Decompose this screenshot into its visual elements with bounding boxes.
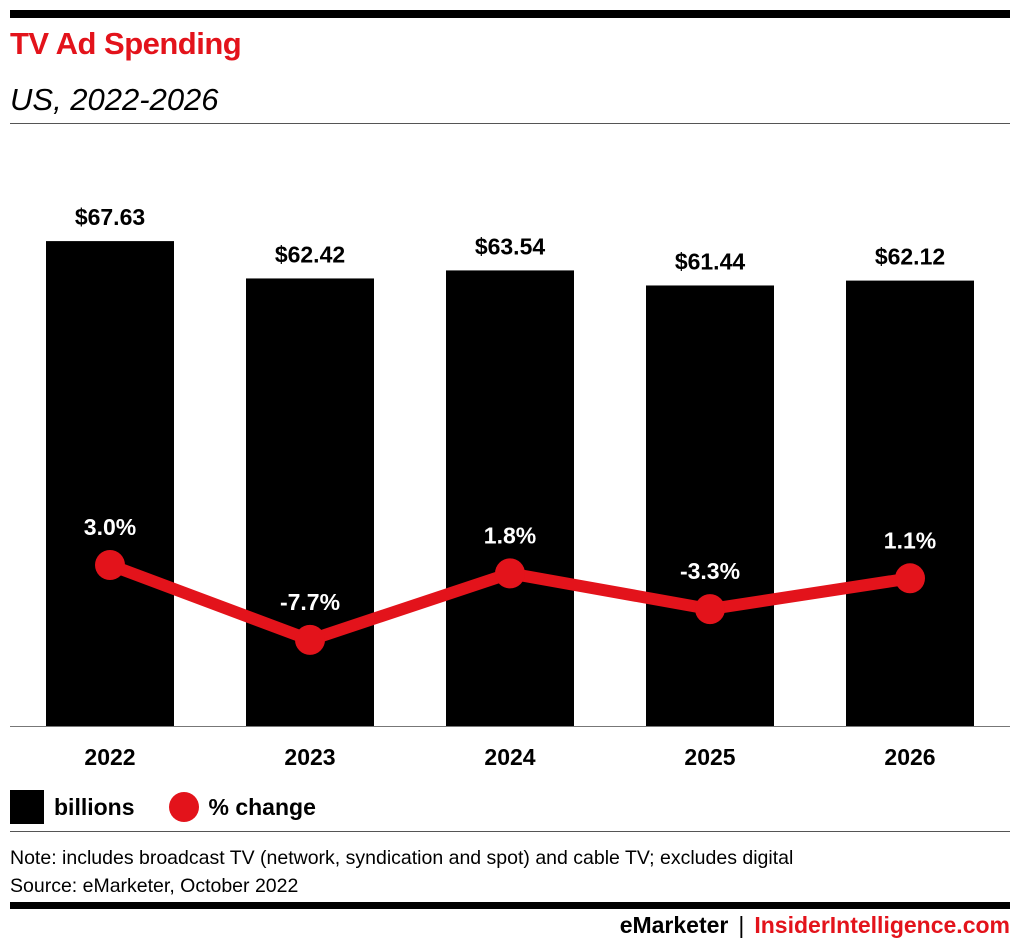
change-point [895, 563, 925, 594]
legend-divider [10, 831, 1010, 832]
change-point [495, 558, 525, 589]
top-rule [10, 10, 1010, 18]
chart-area: $67.63 2022 $62.42 2023 $63.54 2024 $61.44 2025… [10, 204, 1010, 770]
brand-separator: | [738, 912, 745, 938]
bar-value-label: $61.44 [675, 248, 746, 274]
change-point [695, 594, 725, 625]
bar [46, 241, 174, 726]
bar [846, 280, 974, 726]
change-point-label: -3.3% [680, 558, 740, 584]
bar [246, 278, 374, 726]
change-point-label: 1.1% [884, 527, 936, 553]
x-tick-label: 2022 [84, 744, 135, 770]
footer-branding: eMarketer | InsiderIntelligence.com [620, 912, 1010, 939]
source-text: Source: eMarketer, October 2022 [10, 875, 299, 897]
change-point-label: 1.8% [484, 522, 536, 548]
x-tick-label: 2023 [284, 744, 335, 770]
bar [646, 285, 774, 726]
brand-emarketer: eMarketer [619, 912, 729, 938]
chart-title: TV Ad Spending [10, 26, 242, 61]
note-text: Note: includes broadcast TV (network, sy… [10, 847, 794, 869]
brand-insider-intelligence: InsiderIntelligence.com [754, 912, 1010, 938]
bar [446, 270, 574, 726]
notes-block: Note: includes broadcast TV (network, sy… [10, 844, 793, 900]
x-tick-label: 2025 [684, 744, 735, 770]
bar-value-label: $62.12 [875, 244, 945, 270]
bar-value-label: $62.42 [275, 241, 345, 267]
legend-swatch-billions [10, 790, 44, 824]
title-divider [10, 123, 1010, 124]
legend-label-change: % change [208, 793, 316, 820]
footer-rule [10, 902, 1010, 909]
change-point-label: 3.0% [84, 514, 136, 540]
chart-legend: billions % change [10, 790, 316, 824]
change-point [295, 624, 325, 655]
legend-label-billions: billions [54, 793, 135, 820]
legend-swatch-change [168, 792, 199, 822]
change-point [95, 550, 125, 580]
bar-value-label: $67.63 [75, 204, 145, 230]
x-tick-label: 2024 [484, 744, 535, 770]
chart-subtitle: US, 2022-2026 [10, 82, 219, 117]
x-tick-label: 2026 [884, 744, 935, 770]
bar-value-label: $63.54 [475, 233, 546, 259]
change-point-label: -7.7% [280, 589, 340, 615]
